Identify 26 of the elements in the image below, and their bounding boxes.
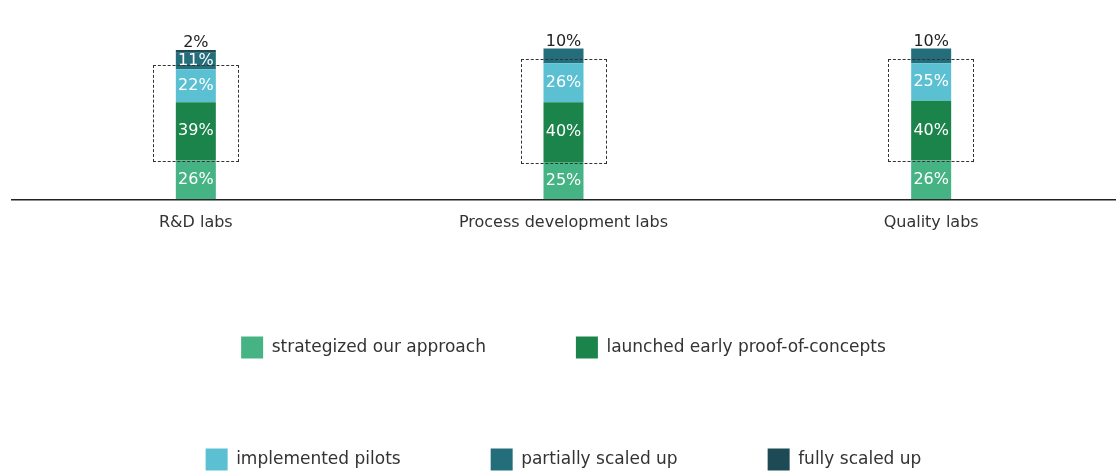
bar	[175, 102, 216, 161]
legend-label: launched early proof-of-concepts	[606, 335, 887, 356]
legend-label: strategized our approach	[271, 335, 486, 356]
data-label: 26%	[913, 169, 949, 189]
data-label: 25%	[545, 169, 582, 189]
data-label: 11%	[178, 50, 214, 70]
data-label: 25%	[913, 71, 949, 91]
bar	[911, 48, 952, 64]
legend-label: fully scaled up	[798, 447, 922, 468]
legend-label: partially scaled up	[521, 447, 678, 468]
data-label: 39%	[178, 120, 214, 140]
data-label: 40%	[913, 119, 949, 139]
data-label: 26%	[545, 71, 582, 91]
data-label: 26%	[178, 169, 214, 189]
data-label: 2%	[183, 32, 209, 52]
data-label: 40%	[545, 121, 582, 141]
bar	[543, 102, 584, 162]
x-tick-label: Quality labs	[883, 212, 979, 232]
bar	[543, 48, 584, 64]
bar	[175, 49, 216, 53]
data-label: 22%	[178, 74, 214, 94]
data-label: 10%	[545, 30, 582, 50]
data-label: 10%	[913, 30, 949, 50]
x-tick-label: R&D labs	[158, 212, 233, 232]
legend-label: implemented pilots	[236, 447, 401, 468]
x-tick-label: Process development labs	[458, 212, 669, 232]
